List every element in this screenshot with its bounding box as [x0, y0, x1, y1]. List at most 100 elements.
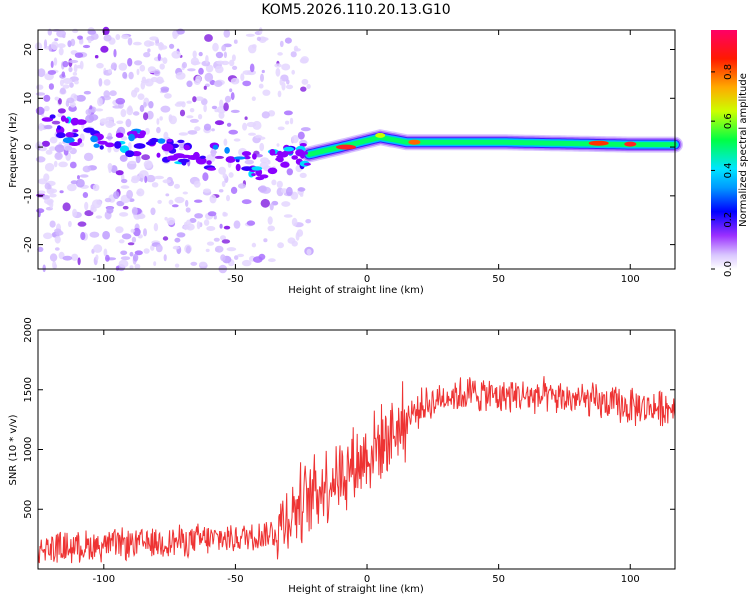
- ridge-blob: [99, 145, 104, 150]
- spectrogram-cell: [224, 95, 232, 103]
- spectrogram-cell: [194, 213, 204, 219]
- spectrogram-cell: [78, 39, 84, 45]
- spectrogram-cell: [164, 216, 168, 221]
- spectrogram-cell: [174, 196, 185, 204]
- spectrogram-cell: [194, 199, 203, 203]
- spectrogram-cell: [79, 174, 89, 178]
- spectrogram-cell: [43, 232, 53, 240]
- spectrogram-cell: [143, 112, 149, 121]
- spectrogram-cell: [277, 242, 284, 249]
- ridge-hotspot: [408, 139, 421, 145]
- spectrogram-cell: [233, 39, 238, 44]
- ridge-blob: [193, 151, 200, 160]
- spectrogram-cell: [105, 116, 114, 121]
- spectrogram-cell: [213, 237, 220, 242]
- spectrogram-cell: [118, 259, 129, 268]
- figure-title: KOM5.2026.110.20.13.G10: [261, 2, 450, 18]
- spectrogram-cell: [66, 97, 75, 104]
- spectrogram-cell: [69, 101, 76, 108]
- spectrogram-cell: [245, 33, 255, 37]
- ridge-blob: [56, 132, 66, 139]
- spectrogram-cell: [86, 35, 95, 42]
- y-tick-label: 500: [23, 500, 34, 519]
- spectrogram-cell: [168, 114, 173, 122]
- spectrogram-cell: [140, 81, 146, 90]
- spectrogram-cell: [289, 117, 294, 125]
- spectrogram-cell: [53, 160, 58, 168]
- spectrogram-cell: [132, 253, 139, 262]
- spectrogram-cell: [203, 219, 210, 226]
- spectrogram-cell: [115, 226, 124, 234]
- spectrogram-cell: [111, 62, 117, 70]
- spectrogram-cell: [171, 50, 181, 59]
- spectrogram-cell: [71, 253, 79, 261]
- spectrogram-cell: [242, 122, 248, 131]
- spectrogram-cell: [125, 118, 132, 128]
- spectrogram-cell: [37, 68, 46, 78]
- y-tick-label: 1000: [23, 437, 34, 462]
- ridge-blob: [295, 149, 305, 157]
- spectrogram-cell: [54, 96, 60, 101]
- spectrogram-scatter: [34, 26, 314, 274]
- spectrogram-cell: [115, 34, 121, 40]
- spectrogram-cell: [290, 51, 297, 58]
- spectrogram-cell: [90, 204, 95, 211]
- spectrogram-cell: [216, 60, 225, 65]
- spectrogram-cell: [49, 253, 58, 262]
- spectrogram-cell: [41, 140, 51, 147]
- ridge-blob: [251, 173, 256, 177]
- spectrogram-cell: [128, 71, 134, 80]
- spectrogram-cell: [37, 246, 44, 252]
- ridge-blob: [206, 160, 212, 166]
- ridge-blob: [199, 155, 206, 159]
- spectrogram-cell: [212, 42, 219, 52]
- spectrogram-cell: [49, 220, 56, 228]
- spectrogram-cell: [198, 67, 204, 75]
- spectrogram-cell: [171, 204, 179, 208]
- ridge-blob: [259, 174, 269, 179]
- spectrogram-cell: [49, 199, 54, 209]
- spectrogram-cell: [115, 97, 126, 105]
- spectrogram-cell: [198, 51, 203, 57]
- spectrogram-cell: [283, 214, 293, 218]
- spectrogram-cell: [211, 128, 215, 132]
- spectrogram-cell: [75, 94, 86, 102]
- spectrogram-cell: [156, 76, 164, 85]
- spectrogram-cell: [77, 221, 87, 227]
- snr-series-line: [37, 376, 676, 564]
- spectrogram-cell: [131, 236, 137, 243]
- spectrogram-cell: [246, 220, 256, 226]
- spectrogram-cell: [276, 180, 283, 189]
- spectrogram-cell: [102, 230, 110, 240]
- spectrogram-cell: [37, 190, 46, 195]
- snr-x-label: Height of straight line (km): [288, 584, 424, 595]
- spectrogram-cell: [232, 65, 238, 70]
- spectrogram-cell: [268, 258, 276, 263]
- spectrogram-cell: [143, 248, 150, 254]
- spectrogram-cell: [121, 178, 128, 184]
- x-tick-label: -100: [92, 574, 115, 585]
- ridge-blob: [105, 142, 115, 148]
- spectrogram-cell: [194, 126, 201, 132]
- spectrogram-cell: [221, 239, 231, 244]
- spectrogram-cell: [38, 123, 44, 132]
- spectrogram-cell: [157, 53, 161, 61]
- spectrogram-cell: [207, 211, 217, 217]
- spectrogram-cell: [259, 142, 265, 152]
- spectrogram-cell: [57, 98, 62, 105]
- y-tick-label: -20: [23, 236, 34, 252]
- ridge-blob: [225, 156, 236, 163]
- spectrogram-cell: [285, 120, 290, 125]
- spectrogram-cell: [166, 217, 176, 226]
- spectrogram-cell: [59, 190, 64, 194]
- ridge-blob: [269, 149, 276, 156]
- spectrogram-cell: [127, 37, 133, 46]
- spectrogram-cell: [108, 166, 112, 174]
- spectrogram-cell: [160, 105, 171, 113]
- spectrogram-cell: [220, 254, 226, 262]
- spectrogram-cell: [185, 207, 191, 213]
- spectrogram-cell: [131, 206, 138, 216]
- ridge-blob: [97, 140, 108, 145]
- spectrogram-cell: [283, 110, 293, 116]
- spectrogram-cell: [202, 172, 209, 182]
